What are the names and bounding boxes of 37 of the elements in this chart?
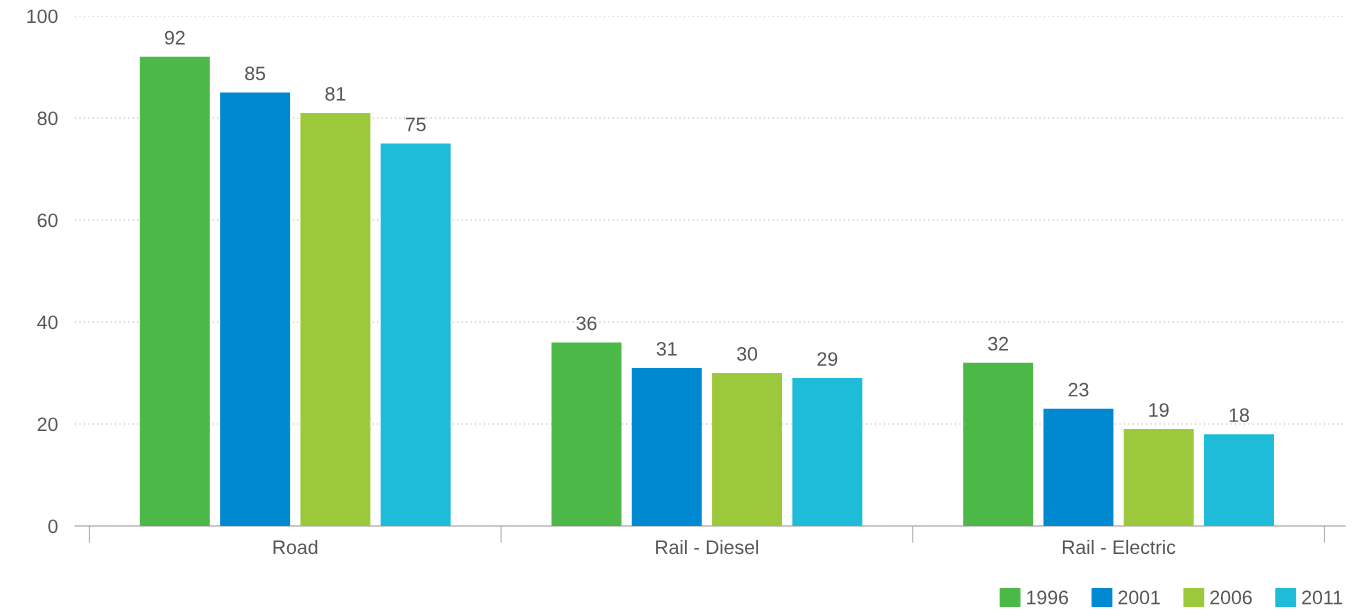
bar <box>300 112 371 526</box>
y-tick-label: 100 <box>27 9 58 24</box>
legend-label: 2006 <box>1210 590 1252 605</box>
data-label: 31 <box>656 341 677 356</box>
data-label: 30 <box>736 347 758 361</box>
bar <box>792 378 863 526</box>
bar <box>963 362 1034 526</box>
data-label: 23 <box>1068 382 1089 397</box>
y-tick-label: 80 <box>37 111 58 126</box>
x-tick-label: Rail - Electric <box>1062 539 1176 555</box>
y-tick-label: 40 <box>37 315 58 330</box>
legend-label: 2011 <box>1302 590 1343 605</box>
y-tick-label: 60 <box>37 213 58 228</box>
y-tick-label: 0 <box>48 519 58 534</box>
legend-label: 2001 <box>1118 590 1160 605</box>
x-tick-label: Road <box>273 539 318 555</box>
bar <box>380 143 451 526</box>
bar <box>220 92 291 526</box>
data-label: 75 <box>405 117 426 132</box>
data-label: 81 <box>325 86 346 101</box>
legend-label: 1996 <box>1027 590 1069 605</box>
data-label: 29 <box>817 352 838 366</box>
data-label: 92 <box>164 30 185 45</box>
data-label: 36 <box>576 316 597 331</box>
bar <box>1204 434 1274 526</box>
bar <box>1043 408 1114 526</box>
bar <box>631 367 702 526</box>
bar <box>139 56 210 526</box>
bar <box>551 342 622 526</box>
data-label: 32 <box>988 336 1009 351</box>
data-label: 18 <box>1229 408 1249 423</box>
x-tick-label: Rail - Diesel <box>656 539 759 555</box>
bar <box>712 373 783 526</box>
y-tick-label: 20 <box>37 417 58 432</box>
data-label: 19 <box>1149 403 1169 417</box>
data-label: 85 <box>245 66 266 81</box>
bar <box>1123 429 1194 526</box>
